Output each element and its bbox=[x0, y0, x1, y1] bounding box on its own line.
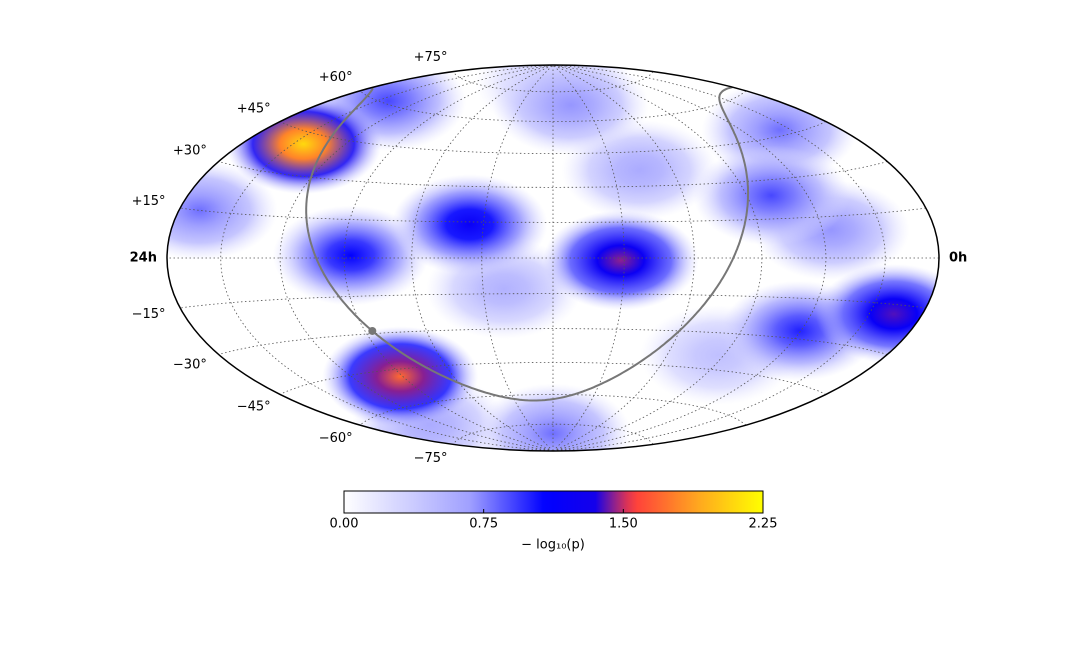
lat-tick-label: −15° bbox=[132, 307, 166, 322]
parallel bbox=[279, 362, 827, 395]
parallel bbox=[218, 161, 888, 188]
parallel bbox=[452, 71, 654, 93]
hotspot bbox=[167, 160, 278, 261]
meridian bbox=[411, 65, 554, 451]
colorbar-tick-label: 0.00 bbox=[330, 517, 359, 532]
galactic-plane bbox=[305, 87, 374, 332]
lat-tick-label: −60° bbox=[319, 431, 353, 446]
hotspot bbox=[272, 205, 429, 306]
parallel bbox=[180, 207, 926, 223]
lon-tick-label: 24h bbox=[130, 251, 157, 266]
lat-tick-label: +60° bbox=[319, 70, 353, 85]
lat-tick-label: −75° bbox=[414, 451, 448, 466]
parallel bbox=[452, 423, 654, 445]
colorbar-tick-label: 0.75 bbox=[469, 517, 498, 532]
parallel bbox=[359, 90, 747, 122]
colorbar-label: − log₁₀(p) bbox=[521, 538, 585, 553]
colorbar bbox=[343, 490, 764, 514]
lat-tick-label: +15° bbox=[132, 194, 166, 209]
lat-tick-label: +30° bbox=[173, 143, 207, 158]
hotspot bbox=[475, 383, 631, 451]
galactic-plane bbox=[371, 86, 750, 402]
graticule-layer bbox=[167, 65, 939, 451]
meridian bbox=[481, 65, 554, 451]
lat-tick-label: +45° bbox=[237, 102, 271, 117]
hotspot bbox=[693, 145, 850, 246]
colorbar-tick-label: 2.25 bbox=[749, 517, 778, 532]
parallel bbox=[180, 293, 926, 309]
parallel bbox=[218, 328, 888, 355]
galactic-layer bbox=[305, 86, 750, 402]
galactic-center bbox=[368, 326, 377, 335]
hotspot bbox=[542, 210, 699, 311]
colorbar-tick-label: 1.50 bbox=[609, 517, 638, 532]
parallel bbox=[359, 394, 747, 426]
sky-border bbox=[166, 64, 940, 452]
labels: +75° +60° +45° +30° +15° −15° −30° −45° −60° −75°… bbox=[130, 50, 968, 466]
hotspot bbox=[391, 174, 548, 275]
lon-tick-label: 0h bbox=[949, 251, 967, 266]
lat-tick-label: −30° bbox=[173, 358, 207, 373]
map-layer bbox=[167, 65, 939, 451]
lat-tick-label: +75° bbox=[414, 50, 448, 65]
hotspot bbox=[492, 65, 649, 156]
lat-tick-label: −45° bbox=[237, 399, 271, 414]
hotspot bbox=[322, 326, 479, 427]
parallel bbox=[279, 121, 827, 154]
